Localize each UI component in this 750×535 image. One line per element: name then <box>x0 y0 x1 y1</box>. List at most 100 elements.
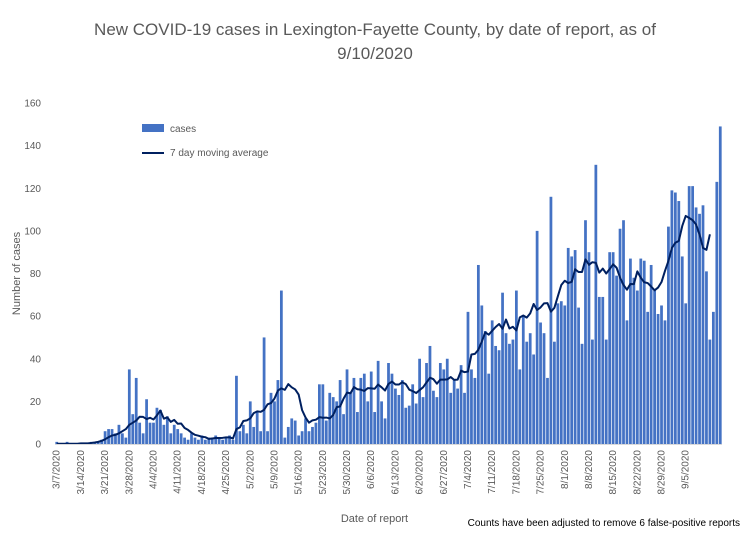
bar <box>324 420 328 444</box>
bar <box>622 220 625 444</box>
bar <box>345 369 349 444</box>
bar <box>304 418 307 444</box>
bar <box>705 271 708 444</box>
bar <box>476 264 480 444</box>
bar <box>314 422 318 444</box>
bar <box>521 316 525 445</box>
bar <box>691 186 695 444</box>
bar <box>528 333 532 444</box>
bar <box>245 433 249 444</box>
bar <box>459 365 463 444</box>
bar <box>155 407 159 444</box>
bar <box>352 377 356 444</box>
y-tick-label: 60 <box>30 312 42 323</box>
moving-average-line <box>56 214 711 445</box>
bar <box>193 437 197 444</box>
bar <box>96 441 100 444</box>
bar <box>394 388 397 444</box>
bar <box>121 433 124 444</box>
bar <box>366 401 370 445</box>
y-tick-label: 80 <box>30 269 42 280</box>
bar <box>615 275 618 444</box>
x-tick-label: 4/25/2020 <box>221 450 232 495</box>
bar <box>494 345 498 444</box>
bar <box>570 256 574 444</box>
x-tick-label: 3/7/2020 <box>52 450 63 489</box>
legend-label-moving-average: 7 day moving average <box>170 148 269 159</box>
x-tick-label: 9/5/2020 <box>681 450 692 489</box>
bar <box>642 260 646 444</box>
bar <box>152 422 155 444</box>
bar <box>694 207 698 444</box>
bar <box>179 433 183 444</box>
bar <box>456 388 459 444</box>
bar <box>404 407 408 444</box>
chart-title: New COVID-19 cases in Lexington-Fayette … <box>94 20 656 63</box>
bar <box>221 439 224 444</box>
x-tick-label: 7/18/2020 <box>511 450 522 495</box>
bar <box>248 401 252 445</box>
bar <box>141 433 145 444</box>
x-tick-label: 6/6/2020 <box>366 450 377 489</box>
bar <box>587 252 591 444</box>
bar <box>514 290 518 444</box>
x-tick-label: 5/30/2020 <box>342 450 353 495</box>
bar <box>338 380 342 444</box>
bar <box>660 305 663 444</box>
bar <box>376 360 380 444</box>
bar <box>625 320 629 444</box>
bar <box>397 394 401 444</box>
x-tick-label: 8/29/2020 <box>657 450 668 495</box>
bar <box>390 373 394 444</box>
bar <box>563 305 567 444</box>
y-tick-label: 100 <box>24 226 41 237</box>
bar <box>335 401 339 445</box>
bar <box>708 339 712 444</box>
x-tick-label: 7/4/2020 <box>463 450 474 489</box>
x-tick-label: 5/9/2020 <box>269 450 280 489</box>
bar <box>635 290 639 444</box>
bar <box>591 339 594 444</box>
bar <box>677 201 681 444</box>
bar <box>539 322 542 444</box>
bar <box>449 392 453 444</box>
bar <box>698 213 701 444</box>
bar <box>718 126 722 444</box>
bar <box>632 277 636 444</box>
bar <box>238 431 242 444</box>
y-tick-label: 40 <box>30 354 42 365</box>
bar <box>321 384 325 444</box>
x-tick-label: 5/16/2020 <box>294 450 305 495</box>
bar <box>667 226 670 444</box>
bar <box>103 431 107 444</box>
x-tick-label: 5/2/2020 <box>245 450 256 489</box>
bar <box>279 290 283 444</box>
bar <box>501 292 504 444</box>
bar <box>663 320 667 444</box>
bar <box>473 377 477 444</box>
bar <box>711 311 715 444</box>
bar <box>55 441 59 444</box>
bar <box>556 303 560 444</box>
x-tick-label: 8/8/2020 <box>584 450 595 489</box>
legend-label-cases: cases <box>170 124 196 135</box>
bar <box>594 164 598 444</box>
bar <box>463 392 466 444</box>
bar <box>172 424 176 444</box>
bar <box>490 320 494 444</box>
bar <box>546 377 549 444</box>
bar <box>231 439 235 444</box>
x-tick-label: 4/4/2020 <box>148 450 159 489</box>
bar <box>148 422 152 444</box>
x-tick-label: 8/15/2020 <box>608 450 619 495</box>
bar <box>276 380 280 444</box>
bar <box>124 437 128 444</box>
x-tick-label: 5/23/2020 <box>318 450 329 495</box>
bar <box>373 412 377 444</box>
bar <box>670 190 674 444</box>
bar <box>483 331 487 444</box>
bar <box>190 433 193 444</box>
bar <box>165 416 169 444</box>
bar <box>535 230 539 445</box>
